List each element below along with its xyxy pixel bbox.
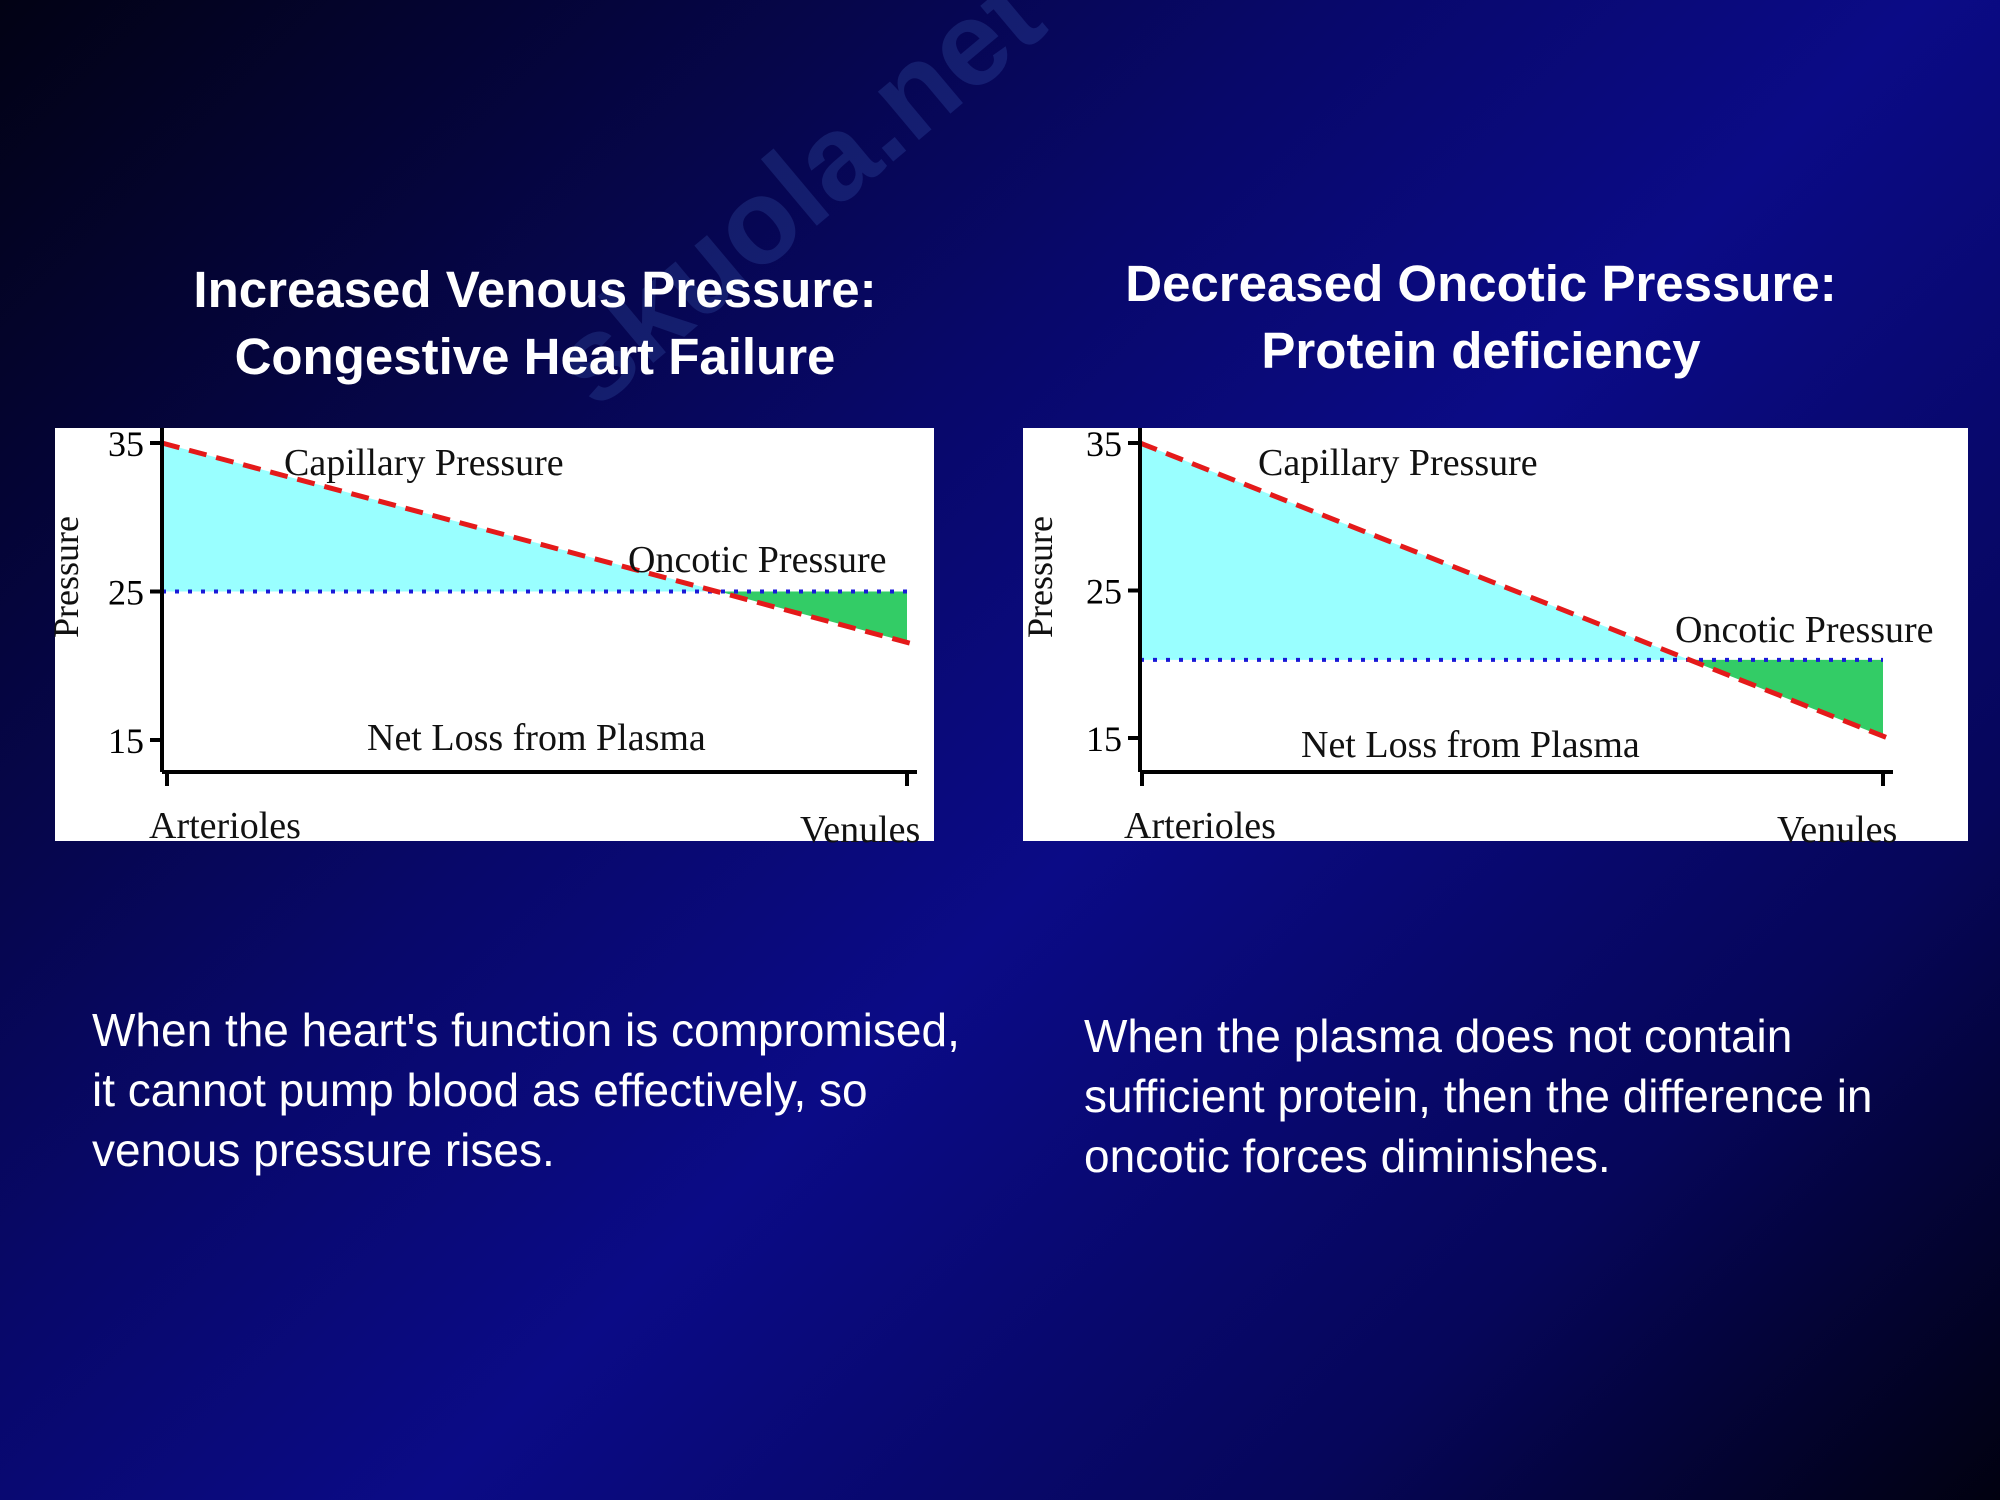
y-tick-label: 35 [108,424,144,464]
capillary-pressure-line [1139,440,1890,741]
capillary-pressure-line [161,440,914,647]
y-tick-label: 15 [1086,719,1122,759]
title-line-2: Congestive Heart Failure [234,328,836,385]
y-axis-label: Pressure [1020,516,1060,638]
capillary-pressure-label: Capillary Pressure [284,442,564,484]
oncotic-pressure-label: Oncotic Pressure [1675,609,1934,651]
x-label-arterioles: Arterioles [1124,805,1276,847]
chart-2: 15 25 35 Capillary Pressure Oncotic Pressure… [1020,424,1968,851]
slide-title-left: Increased Venous Pressure: Congestive He… [85,256,985,390]
title-line-1: Decreased Oncotic Pressure: [1125,255,1837,312]
title-line-2: Protein deficiency [1261,322,1701,379]
chart-1: 15 25 35 Capillary Pressure Oncotic Pressure… [46,424,934,851]
y-axis-label: Pressure [46,516,86,638]
body-text-left: When the heart's function is compromised… [92,1004,960,1176]
filtration-area [1140,443,1690,660]
y-tick-label: 15 [108,721,144,761]
capillary-pressure-label: Capillary Pressure [1258,442,1538,484]
y-tick-label: 35 [1086,424,1122,464]
x-label-venules: Venules [1777,809,1897,851]
slide-title-right: Decreased Oncotic Pressure: Protein defi… [1031,250,1931,384]
oncotic-pressure-label: Oncotic Pressure [628,539,887,581]
y-tick-label: 25 [1086,572,1122,612]
reabsorption-area [1689,659,1883,737]
x-label-arterioles: Arterioles [149,805,301,847]
x-label-venules: Venules [800,809,920,851]
body-text-right: When the plasma does not contain suffici… [1084,1010,1873,1182]
net-loss-label: Net Loss from Plasma [1301,724,1640,766]
y-tick-label: 25 [108,573,144,613]
title-line-1: Increased Venous Pressure: [193,261,877,318]
net-loss-label: Net Loss from Plasma [367,717,706,759]
